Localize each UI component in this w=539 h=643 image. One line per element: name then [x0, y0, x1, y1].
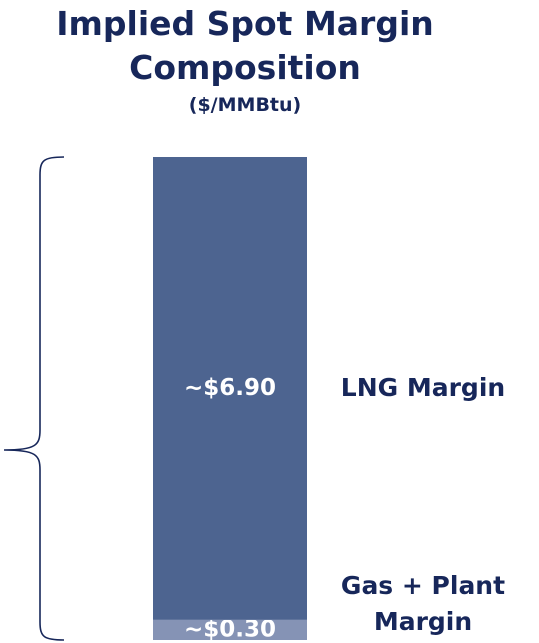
brace — [3, 156, 65, 641]
value-label: ~$6.90 — [184, 375, 276, 401]
legend-label: LNG Margin — [340, 373, 506, 403]
bar-segment — [153, 619, 307, 640]
chart-title: Implied Spot Margin Composition — [56, 4, 434, 87]
legend-label: Gas + Plant Margin — [340, 571, 506, 636]
value-label: ~$0.30 — [184, 616, 276, 642]
bar-segment — [153, 157, 307, 620]
chart-subtitle: ($/MMBtu) — [188, 94, 302, 116]
